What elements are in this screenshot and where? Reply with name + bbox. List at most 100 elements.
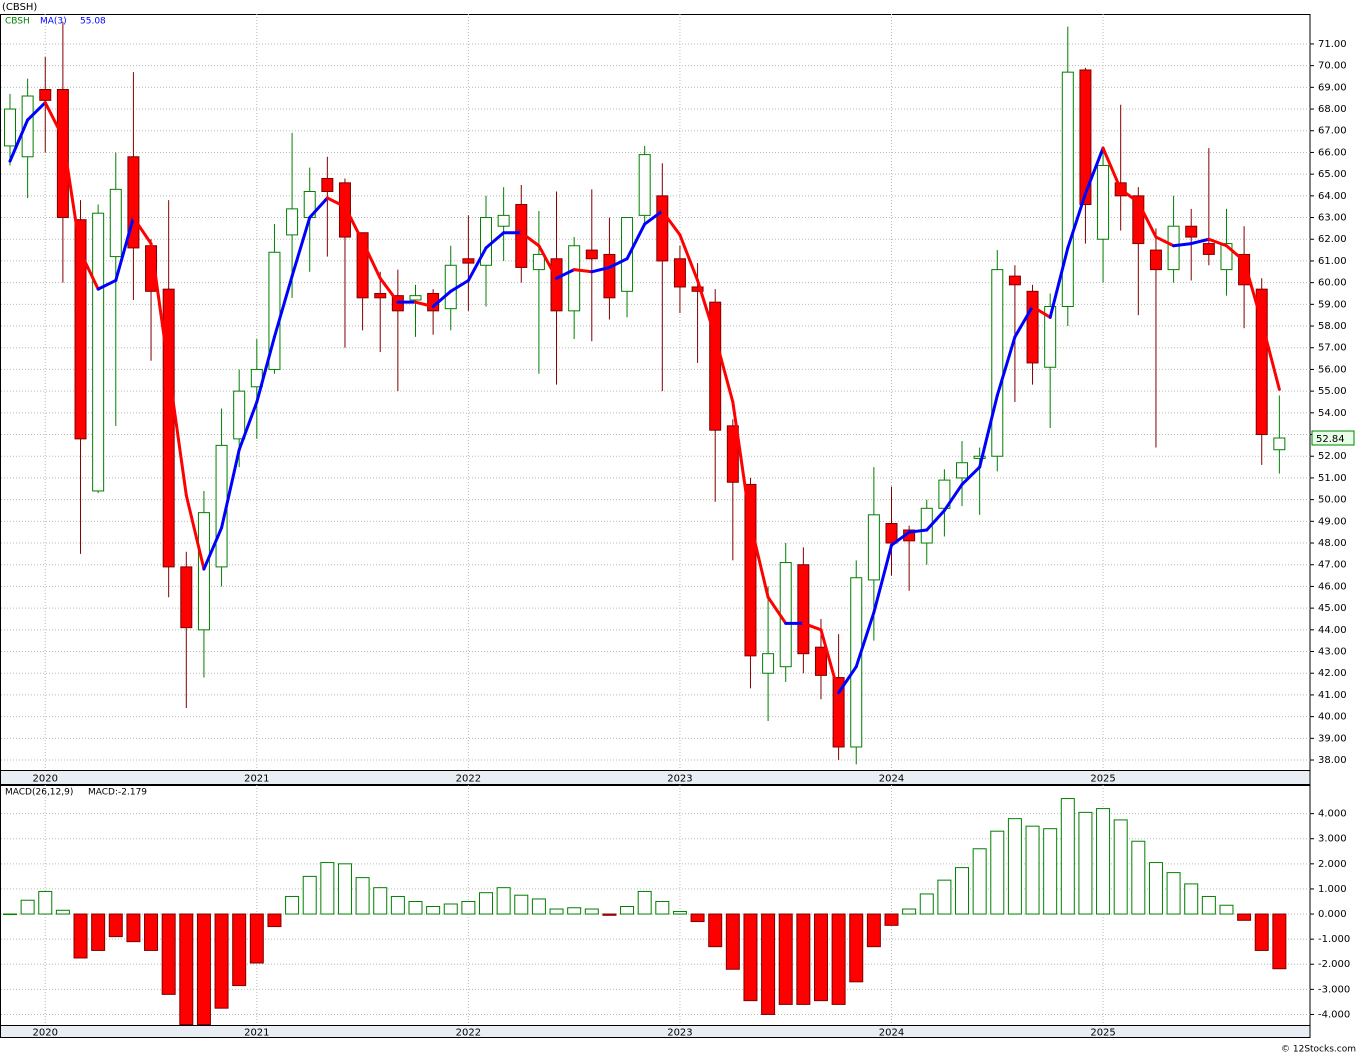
macd-bar — [1148, 862, 1163, 915]
ma-segment — [854, 610, 876, 669]
ma-segment — [79, 250, 100, 291]
y-tick-label: 43.00 — [1318, 647, 1347, 658]
candle-body — [1149, 249, 1162, 271]
candle-body — [21, 95, 34, 158]
candle-body — [762, 653, 775, 674]
symbol-label: CBSH — [5, 17, 30, 27]
candle-body — [691, 286, 704, 292]
candle-body — [1026, 290, 1039, 364]
candle-body — [797, 564, 810, 655]
macd-bar — [813, 913, 828, 1002]
ma-segment — [1242, 259, 1264, 324]
macd-bar — [144, 913, 159, 951]
candle-body — [550, 258, 563, 312]
candle-body — [1238, 253, 1251, 286]
macd-bar — [549, 908, 564, 915]
candle-body — [462, 258, 475, 264]
ma-segment — [96, 278, 118, 291]
ma-segment — [413, 300, 435, 309]
macd-bar — [1078, 811, 1093, 915]
y-tick-label: 63.00 — [1318, 213, 1347, 224]
y-tick-label: 4.000 — [1318, 809, 1347, 820]
ma-segment — [1260, 320, 1281, 391]
candle-body — [1097, 164, 1110, 240]
ma-segment — [61, 135, 83, 254]
ma-segment — [590, 265, 611, 274]
candle-body — [197, 512, 210, 631]
macd-bar — [725, 913, 740, 970]
macd-bar — [902, 908, 917, 915]
ma-value: 55.08 — [80, 17, 106, 27]
date-strip — [0, 770, 1311, 785]
macd-bar — [214, 913, 229, 1009]
y-tick-label: 69.00 — [1318, 82, 1347, 93]
ma-segment — [1013, 305, 1035, 339]
x-tick-label: 2021 — [244, 1028, 269, 1039]
ma-segment — [431, 289, 453, 309]
candle-body — [621, 217, 634, 292]
macd-bar — [161, 913, 176, 995]
macd-bar — [1254, 913, 1269, 951]
candle-body — [814, 646, 827, 676]
ma-segment — [713, 335, 735, 404]
ma-segment — [572, 268, 594, 274]
candle-body — [162, 288, 175, 568]
macd-bar — [426, 906, 441, 915]
macd-bar — [796, 913, 811, 1005]
macd-bar — [937, 879, 952, 915]
plot-area — [3, 798, 1287, 1025]
ma-segment — [114, 216, 135, 282]
y-tick-label: -3.000 — [1318, 984, 1350, 995]
ma-segment — [890, 530, 911, 547]
macd-bar — [1025, 825, 1040, 915]
ma-segment — [167, 367, 188, 497]
y-tick-label: 52.00 — [1318, 451, 1347, 462]
y-tick-label: 70.00 — [1318, 61, 1347, 72]
macd-bar — [708, 913, 723, 948]
ma-segment — [1031, 305, 1052, 319]
ma-segment — [1048, 246, 1070, 319]
ma-segment — [1172, 242, 1193, 248]
y-tick-label: -2.000 — [1318, 959, 1350, 970]
macd-bar — [267, 913, 282, 928]
ma-segment — [643, 209, 664, 226]
ma-segment — [26, 101, 47, 122]
ma-segment — [449, 278, 470, 293]
ma-segment — [907, 528, 929, 534]
macd-bar — [831, 913, 846, 1005]
macd-bar — [972, 848, 987, 915]
ma-segment — [1066, 192, 1087, 250]
candle-body — [286, 208, 299, 236]
macd-bar — [337, 863, 352, 915]
y-tick-label: 46.00 — [1318, 581, 1347, 592]
candle-body — [109, 188, 122, 258]
macd-bar — [655, 900, 670, 915]
ma-segment — [272, 274, 294, 339]
y-tick-label: 59.00 — [1318, 299, 1347, 310]
ma-segment — [149, 242, 171, 371]
y-tick-label: 65.00 — [1318, 169, 1347, 180]
macd-bar — [302, 875, 317, 915]
macd-bar — [232, 913, 247, 987]
ma-segment — [625, 222, 647, 261]
ma-segment — [960, 465, 982, 486]
candle-body — [409, 295, 422, 301]
y-tick-label: 71.00 — [1318, 39, 1347, 50]
ma-segment — [1101, 146, 1123, 191]
macd-bar — [408, 900, 423, 915]
ma-segment — [1189, 237, 1211, 246]
macd-value: MACD:-2.179 — [88, 788, 147, 798]
candle-body — [1273, 437, 1286, 451]
macd-bar — [672, 911, 687, 915]
macd-bar — [20, 899, 35, 915]
candle-body — [532, 253, 545, 271]
y-tick-label: 3.000 — [1318, 834, 1347, 845]
x-tick-label: 2025 — [1090, 774, 1115, 785]
y-tick-label: -4.000 — [1318, 1009, 1350, 1020]
candle-body — [374, 292, 387, 299]
ma-label: MA(3) — [40, 17, 67, 27]
last-price-box — [1311, 430, 1355, 446]
macd-bar — [91, 913, 106, 951]
candle-body — [709, 301, 722, 431]
